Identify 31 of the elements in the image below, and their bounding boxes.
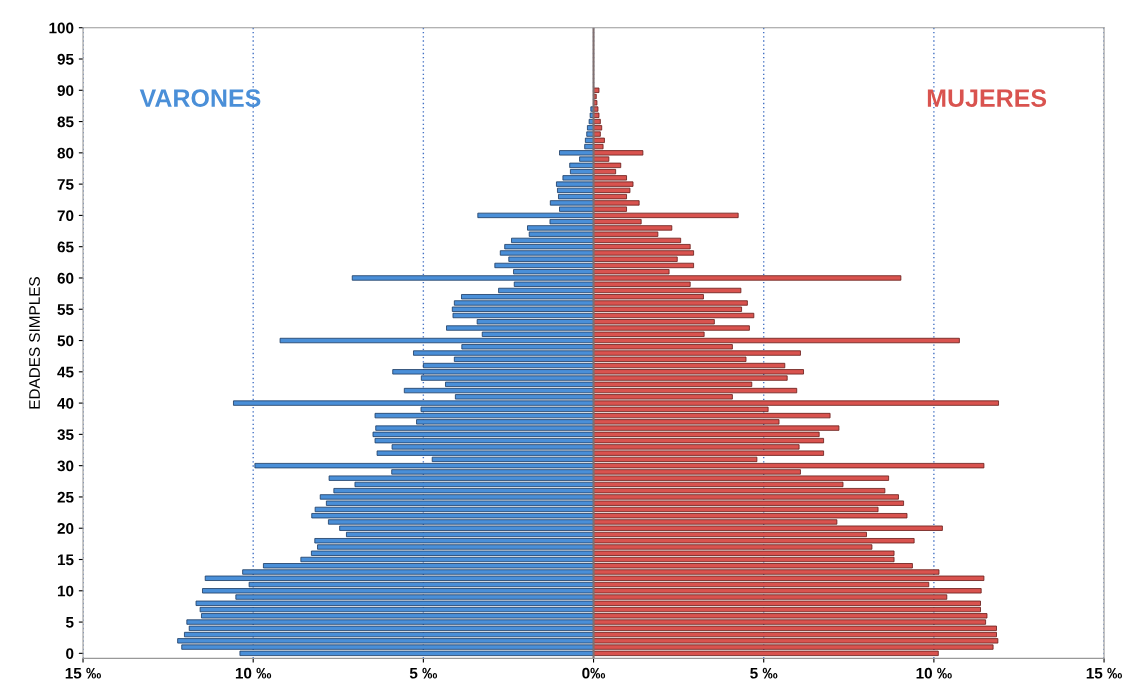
y-tick-label: 10 bbox=[57, 585, 74, 597]
y-tick-label: 60 bbox=[57, 272, 74, 284]
x-tick-label: 5 ‰ bbox=[409, 667, 438, 679]
y-tick-label: 70 bbox=[57, 210, 74, 222]
y-axis-title: EDADES SIMPLES bbox=[29, 277, 40, 409]
y-tick-label: 5 bbox=[65, 617, 74, 628]
y-tick-label: 100 bbox=[49, 22, 74, 34]
y-tick-label: 95 bbox=[57, 53, 74, 65]
text: VARONES bbox=[139, 89, 261, 107]
x-tick-label: 15 ‰ bbox=[1086, 667, 1122, 679]
y-tick-label: 25 bbox=[57, 491, 74, 503]
y-tick-label: 40 bbox=[57, 397, 74, 409]
text: MUJERES bbox=[927, 89, 1047, 107]
y-tick-label: 85 bbox=[57, 116, 74, 128]
x-tick-label: 10 ‰ bbox=[916, 667, 952, 679]
y-tick-label: 75 bbox=[57, 179, 74, 190]
x-tick-label: 0‰ bbox=[582, 667, 606, 679]
y-tick-label: 65 bbox=[57, 241, 74, 253]
y-tick-label: 80 bbox=[57, 147, 74, 159]
y-tick-label: 35 bbox=[57, 429, 74, 441]
y-tick-label: 30 bbox=[57, 460, 74, 472]
y-tick-label: 15 bbox=[57, 554, 74, 566]
y-tick-label: 45 bbox=[57, 366, 74, 378]
y-tick-label: 0 bbox=[66, 648, 74, 660]
x-tick-label: 15 ‰ bbox=[65, 667, 101, 679]
y-tick-label: 50 bbox=[57, 335, 74, 347]
x-tick-label: 10 ‰ bbox=[235, 667, 272, 679]
y-tick-label: 20 bbox=[57, 523, 74, 534]
y-tick-label: 90 bbox=[57, 85, 74, 96]
y-tick-label: 55 bbox=[57, 304, 74, 315]
x-tick-label: 5 ‰ bbox=[750, 667, 778, 679]
